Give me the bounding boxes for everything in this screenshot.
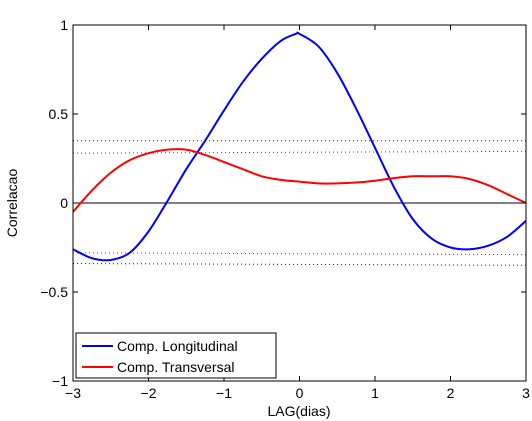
axis-ticks <box>72 24 527 382</box>
x-tick-label: −3 <box>65 385 81 401</box>
x-tick-label: −1 <box>216 385 232 401</box>
legend-label-transversal: Comp. Transversal <box>117 359 234 375</box>
x-tick-label: 1 <box>371 385 379 401</box>
x-tick-label: 3 <box>522 385 530 401</box>
legend: Comp. Longitudinal Comp. Transversal <box>75 332 277 379</box>
y-axis-label: Correlacao <box>4 169 20 238</box>
y-tick-labels: −1 −0.5 0 0.5 1 <box>40 17 68 389</box>
legend-label-longitudinal: Comp. Longitudinal <box>117 338 238 354</box>
x-tick-label: −2 <box>141 385 157 401</box>
series-line-transversal <box>72 148 527 213</box>
y-tick-label: 1 <box>60 17 68 33</box>
series-lines <box>72 31 527 262</box>
x-tick-labels: −3 −2 −1 0 1 2 3 <box>65 385 530 401</box>
x-axis-label: LAG(dias) <box>267 403 330 419</box>
y-tick-label: −1 <box>52 373 68 389</box>
y-tick-label: 0.5 <box>49 106 69 122</box>
legend-box <box>75 332 277 379</box>
y-tick-label: −0.5 <box>40 284 68 300</box>
y-tick-label: 0 <box>60 195 68 211</box>
series-line-longitudinal <box>72 31 527 262</box>
x-tick-label: 2 <box>447 385 455 401</box>
x-tick-label: 0 <box>296 385 304 401</box>
